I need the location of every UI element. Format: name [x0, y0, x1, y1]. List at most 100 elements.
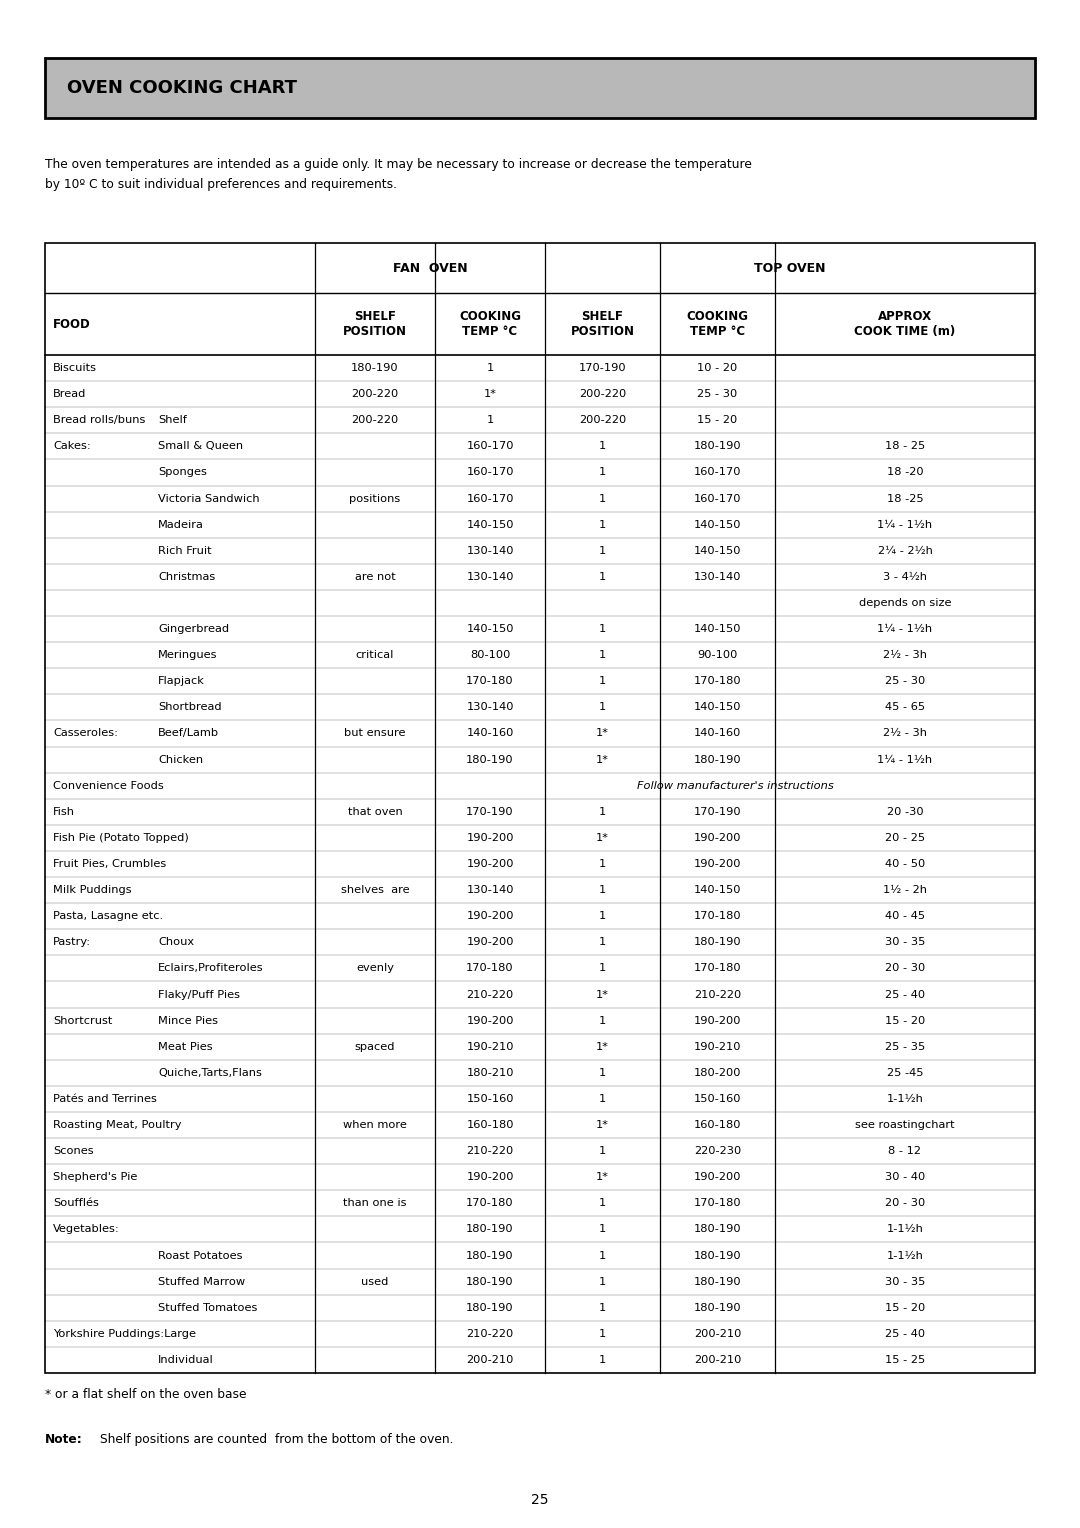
Text: 170-190: 170-190	[467, 807, 514, 817]
Text: 1: 1	[599, 1250, 606, 1261]
Text: 10 - 20: 10 - 20	[698, 364, 738, 373]
Text: 180-200: 180-200	[693, 1068, 741, 1077]
Text: 160-170: 160-170	[467, 494, 514, 504]
Text: Bread rolls/buns: Bread rolls/buns	[53, 416, 146, 425]
Text: Note:: Note:	[45, 1433, 83, 1445]
Text: 190-200: 190-200	[693, 859, 741, 869]
Text: 170-180: 170-180	[693, 911, 741, 921]
Text: 210-220: 210-220	[467, 1146, 514, 1157]
Text: Mince Pies: Mince Pies	[158, 1016, 218, 1025]
Text: 1: 1	[599, 1276, 606, 1287]
Text: 1¼ - 1½h: 1¼ - 1½h	[877, 520, 932, 530]
Text: 1*: 1*	[484, 390, 497, 399]
Text: Shelf: Shelf	[158, 416, 187, 425]
Text: 200-220: 200-220	[351, 416, 399, 425]
Text: Follow manufacturer's instructions: Follow manufacturer's instructions	[636, 781, 834, 790]
Text: 1: 1	[599, 1068, 606, 1077]
Text: 25: 25	[531, 1493, 549, 1507]
Text: TOP OVEN: TOP OVEN	[754, 261, 826, 275]
Text: 210-220: 210-220	[467, 1329, 514, 1339]
Text: Yorkshire Puddings:Large: Yorkshire Puddings:Large	[53, 1329, 195, 1339]
Text: 1: 1	[599, 545, 606, 556]
Text: 180-190: 180-190	[693, 1276, 741, 1287]
Text: 1: 1	[599, 1355, 606, 1365]
Text: 170-190: 170-190	[579, 364, 626, 373]
Text: 1: 1	[486, 364, 494, 373]
Text: 1-1½h: 1-1½h	[887, 1224, 923, 1235]
Text: depends on size: depends on size	[859, 597, 951, 608]
Text: Patés and Terrines: Patés and Terrines	[53, 1094, 157, 1103]
Text: 180-190: 180-190	[693, 937, 741, 947]
Text: * or a flat shelf on the oven base: * or a flat shelf on the oven base	[45, 1387, 246, 1401]
Text: Convenience Foods: Convenience Foods	[53, 781, 164, 790]
Text: 180-190: 180-190	[693, 1250, 741, 1261]
Text: 40 - 50: 40 - 50	[885, 859, 926, 869]
Text: Biscuits: Biscuits	[53, 364, 97, 373]
Text: 1*: 1*	[596, 1172, 609, 1183]
Text: Cakes:: Cakes:	[53, 442, 91, 451]
Text: 45 - 65: 45 - 65	[885, 703, 926, 712]
Text: Quiche,Tarts,Flans: Quiche,Tarts,Flans	[158, 1068, 261, 1077]
Text: Soufflés: Soufflés	[53, 1198, 99, 1209]
Text: Sponges: Sponges	[158, 468, 207, 477]
Text: SHELF
POSITION: SHELF POSITION	[343, 310, 407, 338]
Text: when more: when more	[343, 1120, 407, 1131]
Text: 1: 1	[599, 885, 606, 895]
Text: 1: 1	[599, 1016, 606, 1025]
Text: 1: 1	[599, 937, 606, 947]
Text: 200-220: 200-220	[579, 390, 626, 399]
Text: Fish Pie (Potato Topped): Fish Pie (Potato Topped)	[53, 833, 189, 843]
Text: evenly: evenly	[356, 964, 394, 973]
Text: 1: 1	[599, 911, 606, 921]
Text: 160-170: 160-170	[467, 442, 514, 451]
Text: 40 - 45: 40 - 45	[885, 911, 926, 921]
Text: 170-180: 170-180	[467, 964, 514, 973]
Text: SHELF
POSITION: SHELF POSITION	[570, 310, 635, 338]
Text: 160-180: 160-180	[467, 1120, 514, 1131]
Text: 160-180: 160-180	[693, 1120, 741, 1131]
Text: 160-170: 160-170	[693, 494, 741, 504]
Text: 190-200: 190-200	[467, 911, 514, 921]
Text: 180-190: 180-190	[351, 364, 399, 373]
Text: 130-140: 130-140	[467, 571, 514, 582]
Text: 130-140: 130-140	[693, 571, 741, 582]
Text: Stuffed Tomatoes: Stuffed Tomatoes	[158, 1303, 257, 1313]
Text: 170-180: 170-180	[693, 677, 741, 686]
Text: 1¼ - 1½h: 1¼ - 1½h	[877, 755, 932, 764]
Text: 25 - 30: 25 - 30	[698, 390, 738, 399]
Text: spaced: spaced	[354, 1042, 395, 1051]
Text: Eclairs,Profiteroles: Eclairs,Profiteroles	[158, 964, 264, 973]
Text: Fish: Fish	[53, 807, 75, 817]
Text: 140-150: 140-150	[693, 520, 741, 530]
Text: 1*: 1*	[596, 729, 609, 738]
Text: 20 - 30: 20 - 30	[885, 1198, 926, 1209]
Text: 1: 1	[486, 416, 494, 425]
Text: 20 - 25: 20 - 25	[885, 833, 926, 843]
Text: 190-200: 190-200	[467, 1016, 514, 1025]
Text: 190-200: 190-200	[693, 1172, 741, 1183]
Text: 170-180: 170-180	[467, 1198, 514, 1209]
Text: 15 - 25: 15 - 25	[885, 1355, 926, 1365]
Text: 160-170: 160-170	[467, 468, 514, 477]
Text: 130-140: 130-140	[467, 703, 514, 712]
Text: FAN  OVEN: FAN OVEN	[393, 261, 468, 275]
Text: Vegetables:: Vegetables:	[53, 1224, 120, 1235]
Text: 18 - 25: 18 - 25	[885, 442, 926, 451]
Text: 2¼ - 2½h: 2¼ - 2½h	[878, 545, 932, 556]
Text: 3 - 4½h: 3 - 4½h	[883, 571, 927, 582]
Text: Victoria Sandwich: Victoria Sandwich	[158, 494, 259, 504]
Text: shelves  are: shelves are	[340, 885, 409, 895]
Text: 1¼ - 1½h: 1¼ - 1½h	[877, 623, 932, 634]
Text: Shelf positions are counted  from the bottom of the oven.: Shelf positions are counted from the bot…	[100, 1433, 454, 1445]
Text: Gingerbread: Gingerbread	[158, 623, 229, 634]
Text: 180-190: 180-190	[693, 442, 741, 451]
Text: 1: 1	[599, 807, 606, 817]
Bar	[45, 58, 1035, 118]
Text: 130-140: 130-140	[467, 885, 514, 895]
Text: Beef/Lamb: Beef/Lamb	[158, 729, 219, 738]
Text: 30 - 40: 30 - 40	[885, 1172, 926, 1183]
Text: Shortcrust: Shortcrust	[53, 1016, 112, 1025]
Text: 90-100: 90-100	[698, 651, 738, 660]
Text: 15 - 20: 15 - 20	[698, 416, 738, 425]
Text: Fruit Pies, Crumbles: Fruit Pies, Crumbles	[53, 859, 166, 869]
